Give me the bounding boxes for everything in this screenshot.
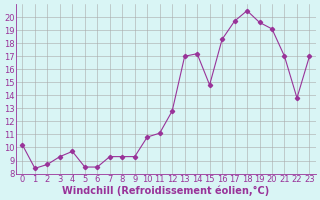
X-axis label: Windchill (Refroidissement éolien,°C): Windchill (Refroidissement éolien,°C) — [62, 185, 269, 196]
